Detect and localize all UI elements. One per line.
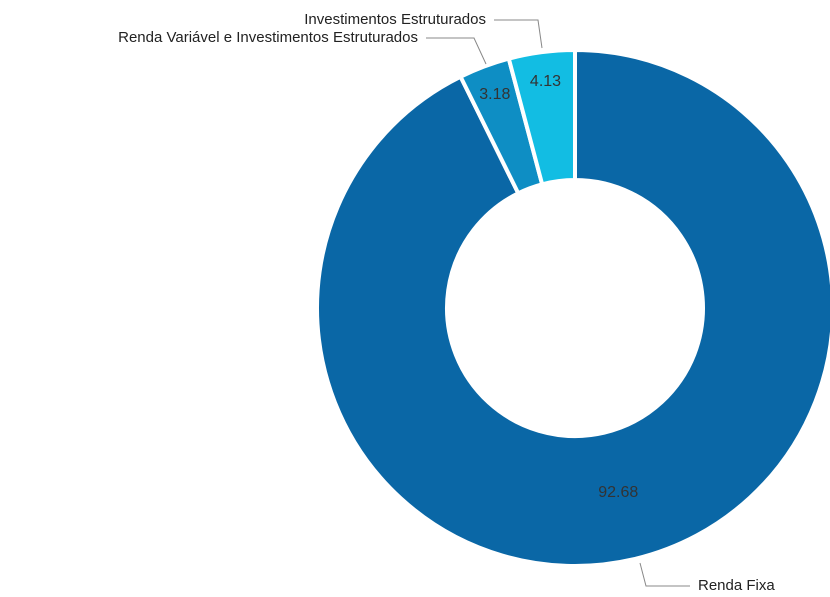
leader-line-renda-variavel-e-investimentos-estruturados [426, 37, 487, 65]
slice-renda-fixa[interactable] [315, 48, 830, 568]
value-label-investimentos-estruturados: 4.13 [530, 73, 561, 90]
category-label-renda-fixa: Renda Fixa [698, 577, 775, 594]
slice-investimentos-estruturados[interactable] [506, 48, 577, 187]
leader-line-renda-fixa [639, 562, 690, 587]
value-label-renda-variavel-e-investimentos-estruturados: 3.18 [479, 86, 510, 103]
slices-group [315, 48, 830, 568]
category-label-renda-variavel-e-investimentos-estruturados: Renda Variável e Investimentos Estrutura… [118, 29, 418, 46]
labels-group: 92.68 Renda Fixa 3.18 Renda Variável e Inve… [118, 11, 775, 594]
leader-line-investimentos-estruturados [494, 19, 543, 49]
category-label-investimentos-estruturados: Investimentos Estruturados [304, 11, 486, 28]
value-label-renda-fixa: 92.68 [598, 484, 638, 501]
